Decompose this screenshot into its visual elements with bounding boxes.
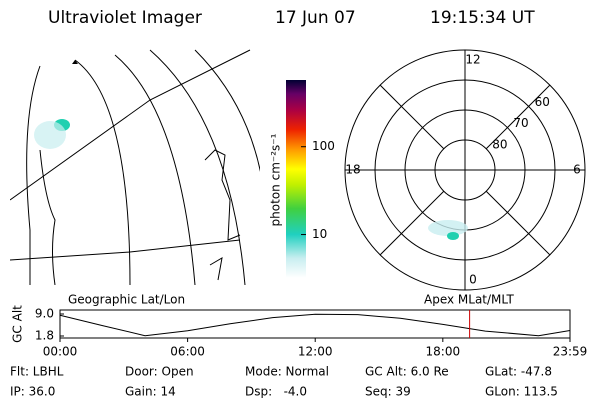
mlt-diagonal [485, 190, 551, 256]
aurora [428, 220, 468, 236]
map-caption: Geographic Lat/Lon [68, 293, 185, 307]
mlt-label: 6 [573, 163, 581, 177]
footer-field: IP: 36.0 [10, 385, 55, 399]
colorbar [286, 80, 306, 278]
x-tick-label: 23:59 [553, 345, 588, 359]
footer-field: GLat: -47.8 [485, 365, 552, 379]
mlt-diagonal [379, 84, 445, 150]
x-tick-label: 12:00 [298, 345, 333, 359]
y-tick-label: 1.8 [35, 329, 54, 343]
map [10, 49, 260, 285]
footer-field: Seq: 39 [365, 385, 411, 399]
polar-caption: Apex MLat/MLT [424, 293, 514, 307]
x-tick-label: 18:00 [426, 345, 461, 359]
aurora [447, 232, 459, 240]
colorbar-tick-label: 100 [312, 139, 335, 153]
footer-field: Gain: 14 [125, 385, 176, 399]
map-pole-mark [72, 60, 78, 64]
coastline [209, 257, 223, 281]
y-tick-label: 9.0 [35, 307, 54, 321]
x-tick-label: 00:00 [43, 345, 78, 359]
map-meridian [74, 59, 131, 285]
altitude-curve [59, 313, 571, 337]
mlt-label: 18 [345, 163, 360, 177]
map-meridian [194, 49, 260, 173]
lat-label: 80 [492, 137, 507, 151]
time: 19:15:34 UT [430, 8, 535, 28]
x-tick-label: 06:00 [170, 345, 205, 359]
mlt-label: 12 [465, 53, 480, 67]
map-meridian [114, 54, 196, 285]
footer-field: GLon: 113.5 [485, 385, 558, 399]
footer-field: Flt: LBHL [10, 365, 64, 379]
footer-field: Mode: Normal [245, 365, 329, 379]
coastline [204, 149, 241, 241]
coastline [39, 149, 56, 285]
aurora [34, 121, 66, 149]
footer-field: Door: Open [125, 365, 194, 379]
lat-label: 70 [513, 116, 528, 130]
colorbar-tick-label: 10 [312, 227, 327, 241]
footer-field: Dsp: -4.0 [245, 385, 307, 399]
map-meridian [149, 49, 246, 285]
mlt-diagonal [379, 190, 445, 256]
map-parallel [10, 49, 251, 201]
colorbar-label: photon cm⁻²s⁻¹ [269, 133, 283, 226]
date: 17 Jun 07 [275, 8, 356, 28]
footer-field: GC Alt: 6.0 Re [365, 365, 449, 379]
map-parallel [10, 239, 241, 261]
mlt-diagonal [485, 84, 551, 150]
lat-label: 60 [535, 95, 550, 109]
y-axis-label: GC Alt [11, 305, 25, 343]
map-meridian [26, 65, 41, 285]
mlt-label: 0 [469, 273, 477, 287]
title: Ultraviolet Imager [48, 8, 202, 28]
